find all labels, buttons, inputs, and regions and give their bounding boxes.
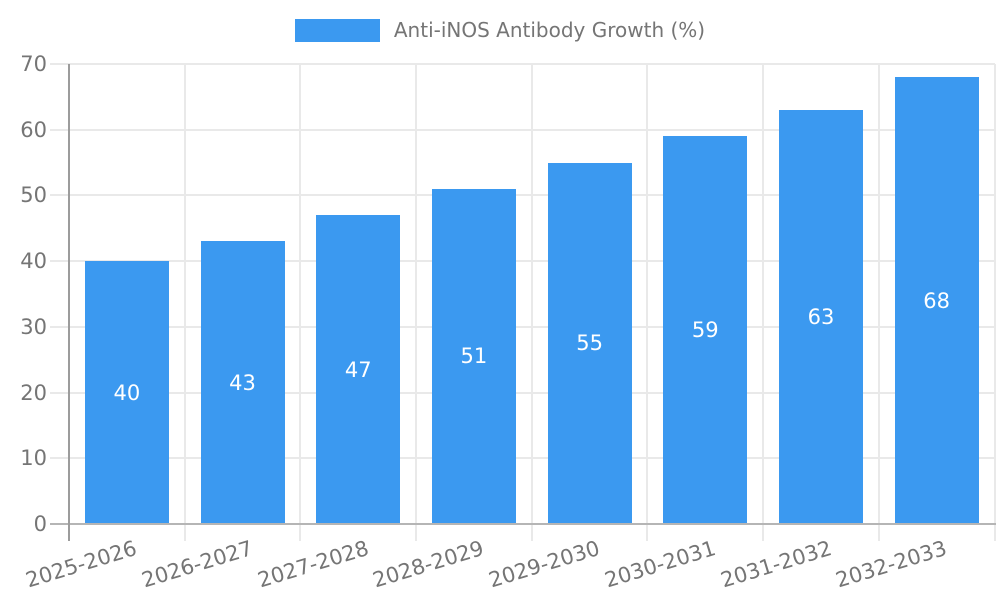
category-gridline xyxy=(530,64,533,541)
bar[interactable] xyxy=(547,162,632,524)
x-axis-tick-label: 2032-2033 xyxy=(833,536,950,593)
bar[interactable] xyxy=(84,261,169,524)
x-axis-tick-label: 2025-2026 xyxy=(23,536,140,593)
y-axis-tick-label: 50 xyxy=(20,183,47,208)
category-gridline xyxy=(299,64,302,541)
y-axis-tick-label: 20 xyxy=(20,380,47,405)
bar-value-label: 55 xyxy=(576,331,603,356)
bar[interactable] xyxy=(200,241,285,524)
x-axis-tick-label: 2031-2032 xyxy=(717,536,834,593)
x-axis-tick-label: 2030-2031 xyxy=(601,536,719,593)
y-gridline xyxy=(50,457,995,460)
category-gridline xyxy=(993,64,996,541)
bar[interactable] xyxy=(663,136,748,524)
bar-value-label: 47 xyxy=(344,357,372,382)
y-axis-tick-label: 70 xyxy=(20,52,47,76)
category-gridline xyxy=(877,64,880,541)
y-gridline xyxy=(50,391,995,394)
y-axis-tick-label: 60 xyxy=(20,117,47,142)
bar-value-label: 68 xyxy=(923,288,951,313)
x-axis-tick-label: 2026-2027 xyxy=(139,536,256,593)
bar-value-label: 40 xyxy=(113,380,141,405)
y-gridline xyxy=(50,260,995,263)
y-gridline xyxy=(50,128,995,131)
bar[interactable] xyxy=(894,77,979,524)
bar[interactable] xyxy=(316,215,401,524)
y-gridline xyxy=(50,194,995,197)
category-gridline xyxy=(762,64,765,541)
y-axis-tick-label: 30 xyxy=(20,314,47,339)
y-axis-tick-label: 10 xyxy=(20,446,47,471)
category-gridline xyxy=(183,64,186,541)
legend-item[interactable]: Anti-iNOS Antibody Growth (%) xyxy=(0,18,1000,42)
bar-value-label: 59 xyxy=(691,318,719,343)
bar-value-label: 51 xyxy=(460,344,488,369)
category-gridline xyxy=(415,64,418,541)
bar-value-label: 43 xyxy=(229,370,256,395)
y-gridline xyxy=(50,325,995,328)
y-axis-line xyxy=(68,64,70,541)
x-axis-tick-label: 2029-2030 xyxy=(486,536,603,593)
category-gridline xyxy=(646,64,649,541)
legend-swatch xyxy=(294,18,380,42)
x-axis-line xyxy=(50,523,996,525)
legend-label: Anti-iNOS Antibody Growth (%) xyxy=(393,18,706,42)
bar[interactable] xyxy=(778,110,863,524)
y-gridline xyxy=(50,63,995,65)
bar[interactable] xyxy=(431,188,516,524)
bar-value-label: 63 xyxy=(807,305,835,329)
x-axis-tick-label: 2028-2029 xyxy=(370,536,487,593)
x-axis-tick-label: 2027-2028 xyxy=(254,536,372,593)
y-axis-tick-label: 0 xyxy=(33,512,47,536)
y-axis-tick-label: 40 xyxy=(20,249,47,274)
